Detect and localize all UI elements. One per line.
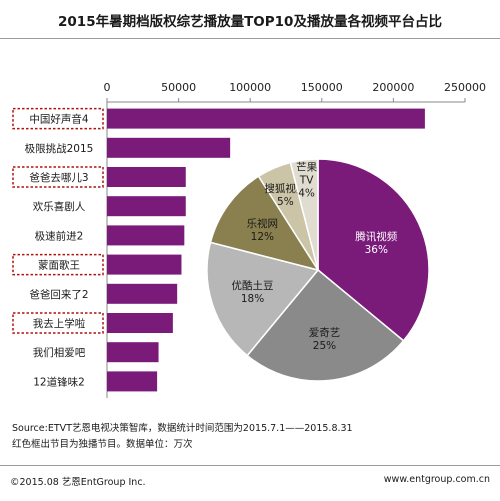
bar [107, 254, 182, 275]
bar [107, 313, 173, 333]
bar-series [107, 108, 425, 392]
bar [107, 225, 185, 246]
exclusive-marker-box [12, 253, 104, 276]
pie-slice-label: 腾讯视频 [355, 230, 397, 243]
pie-value-label: 5% [277, 196, 294, 208]
bar [107, 371, 158, 392]
pie-slice [289, 158, 319, 271]
category-label: 12道锋味2 [33, 375, 85, 388]
pie-slice-label: 优酷土豆 [232, 279, 274, 292]
category-label: 欢乐喜剧人 [33, 200, 86, 213]
bar [107, 196, 186, 217]
pie-slice [317, 158, 430, 342]
category-label: 爸爸回来了2 [29, 288, 88, 301]
category-label: 爸爸去哪儿3 [29, 171, 88, 184]
bar [107, 137, 231, 158]
exclusive-note: 红色框出节目为独播节目。数据单位：万次 [12, 439, 193, 450]
bar [107, 283, 178, 304]
pie-value-label: 18% [241, 293, 264, 305]
chart-title: 2015年暑期档版权综艺播放量TOP10及播放量各视频平台占比 [58, 14, 442, 30]
pie-value-label: 36% [365, 244, 388, 256]
pie-slice [209, 175, 320, 272]
exclusive-marker-box [12, 312, 104, 334]
bar [107, 108, 425, 129]
x-tick-label: 100000 [229, 81, 271, 94]
pie-slice-label: TV [299, 175, 314, 187]
notes: Source:ETVT艺恩电视决策智库，数据统计时间范围为2015.7.1——2… [12, 421, 492, 453]
x-tick-label: 150000 [301, 81, 343, 94]
category-label: 我去上学啦 [33, 317, 86, 330]
exclusive-marker-box [12, 107, 104, 130]
category-label: 极速前进2 [35, 229, 84, 242]
pie-slice-label: 芒果 [296, 161, 317, 174]
x-tick-label: 50000 [161, 81, 196, 94]
pie-value-label: 25% [313, 340, 336, 352]
pie-slice-label: 乐视网 [247, 217, 279, 230]
footer-divider [0, 465, 500, 466]
x-tick-label: 250000 [444, 81, 486, 94]
pie-slice [206, 241, 320, 357]
x-axis: 0 50000 100000 150000 200000 250000 [104, 81, 486, 398]
x-tick-label: 200000 [372, 81, 414, 94]
pie-value-label: 4% [298, 188, 315, 200]
copyright: ©2015.08 艺恩EntGroup Inc. [10, 477, 146, 488]
website: www.entgroup.com.cn [383, 474, 490, 485]
chart-canvas: 0 50000 100000 150000 200000 250000 中国好声音4 极限挑… [12, 81, 486, 398]
pie-value-label: 12% [251, 231, 274, 243]
x-tick-label: 0 [104, 81, 111, 94]
category-label: 极限挑战2015 [25, 142, 94, 155]
exclusive-marker-box [12, 166, 104, 188]
pie-slice [246, 268, 405, 382]
category-label: 蒙面歌王 [38, 259, 80, 272]
category-label: 中国好声音4 [29, 113, 88, 126]
source-note: Source:ETVT艺恩电视决策智库，数据统计时间范围为2015.7.1——2… [12, 423, 353, 434]
title-divider [0, 38, 500, 39]
bar [107, 342, 159, 363]
pie-slice-label: 爱奇艺 [309, 326, 341, 339]
category-label: 我们相爱吧 [33, 346, 86, 359]
bar [107, 167, 186, 187]
